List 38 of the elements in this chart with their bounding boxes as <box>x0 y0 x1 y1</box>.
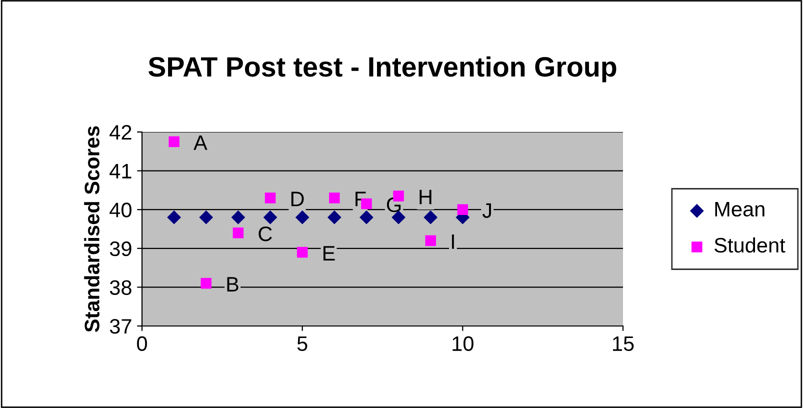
point <box>457 204 468 215</box>
x-tick-label: 5 <box>297 336 308 352</box>
point <box>327 210 342 224</box>
point <box>199 210 214 224</box>
point <box>424 210 438 224</box>
y-tick-label: 40 <box>110 202 132 218</box>
point <box>360 210 374 224</box>
y-axis-title: Standardised Scores <box>84 126 100 332</box>
point <box>264 192 276 204</box>
y-tick-label: 37 <box>110 319 132 334</box>
point <box>168 136 180 148</box>
y-tick-label: 38 <box>110 280 132 295</box>
legend-label: Student <box>714 237 786 253</box>
y-tick-label: 42 <box>110 125 132 140</box>
annotation: D <box>291 192 304 206</box>
point <box>295 210 310 224</box>
point <box>200 278 212 289</box>
point <box>263 210 278 224</box>
y-tick-label: 41 <box>110 164 132 178</box>
annotation: C <box>258 226 272 242</box>
annotation: J <box>482 203 491 218</box>
annotation: I <box>452 234 454 249</box>
point <box>167 210 182 224</box>
annotation: H <box>420 190 432 204</box>
legend-label: Mean <box>715 202 764 217</box>
x-tick-label: 0 <box>137 336 147 352</box>
chart-title: SPAT Post test - Intervention Group <box>148 56 616 82</box>
point <box>296 246 308 258</box>
x-tick-label: 10 <box>452 336 474 352</box>
point <box>329 192 340 204</box>
point <box>232 228 244 238</box>
point <box>425 235 436 246</box>
y-tick-label: 39 <box>110 241 132 256</box>
annotation: A <box>194 136 208 150</box>
point <box>231 210 246 224</box>
x-tick-label: 15 <box>613 336 634 352</box>
annotation: E <box>323 246 335 260</box>
annotation: B <box>227 277 238 292</box>
